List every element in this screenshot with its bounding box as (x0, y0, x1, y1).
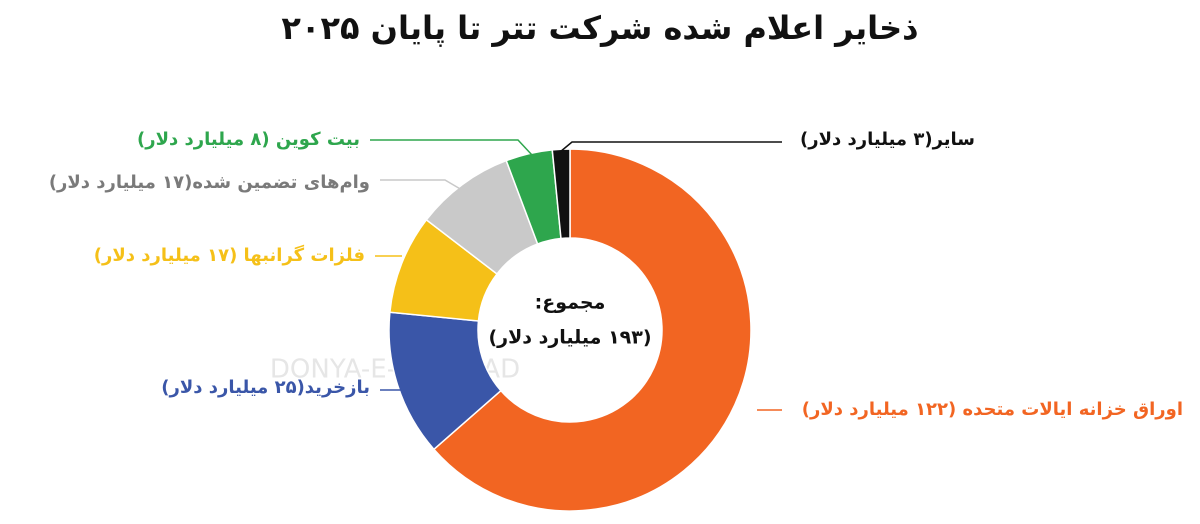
slice-label: بازخرید(۲۵ میلیارد دلار) (161, 377, 370, 398)
leader-line (370, 139, 533, 156)
slice-label: بیت کوین (۸ میلیارد دلار) (137, 129, 360, 150)
slice-label: سایر(۳ میلیارد دلار) (800, 129, 975, 150)
slices (388, 148, 752, 512)
slice (551, 148, 571, 240)
center-label: (۱۹۳ میلیارد دلار) (488, 327, 651, 349)
chart-title: ذخایر اعلام شده شرکت تتر تا پایان ۲۰۲۵ (281, 9, 918, 47)
leader-line (559, 141, 782, 153)
slice-label: وام‌های تضمین شده(۱۷ میلیارد دلار) (49, 172, 370, 193)
slice (432, 148, 752, 512)
leader-line (380, 179, 463, 191)
slice-label: فلزات گرانبها (۱۷ میلیارد دلار) (94, 244, 365, 266)
slice-label: اوراق خزانه ایالات متحده (۱۲۲ میلیارد دل… (802, 399, 1183, 420)
center-title: مجموع: (535, 292, 606, 314)
